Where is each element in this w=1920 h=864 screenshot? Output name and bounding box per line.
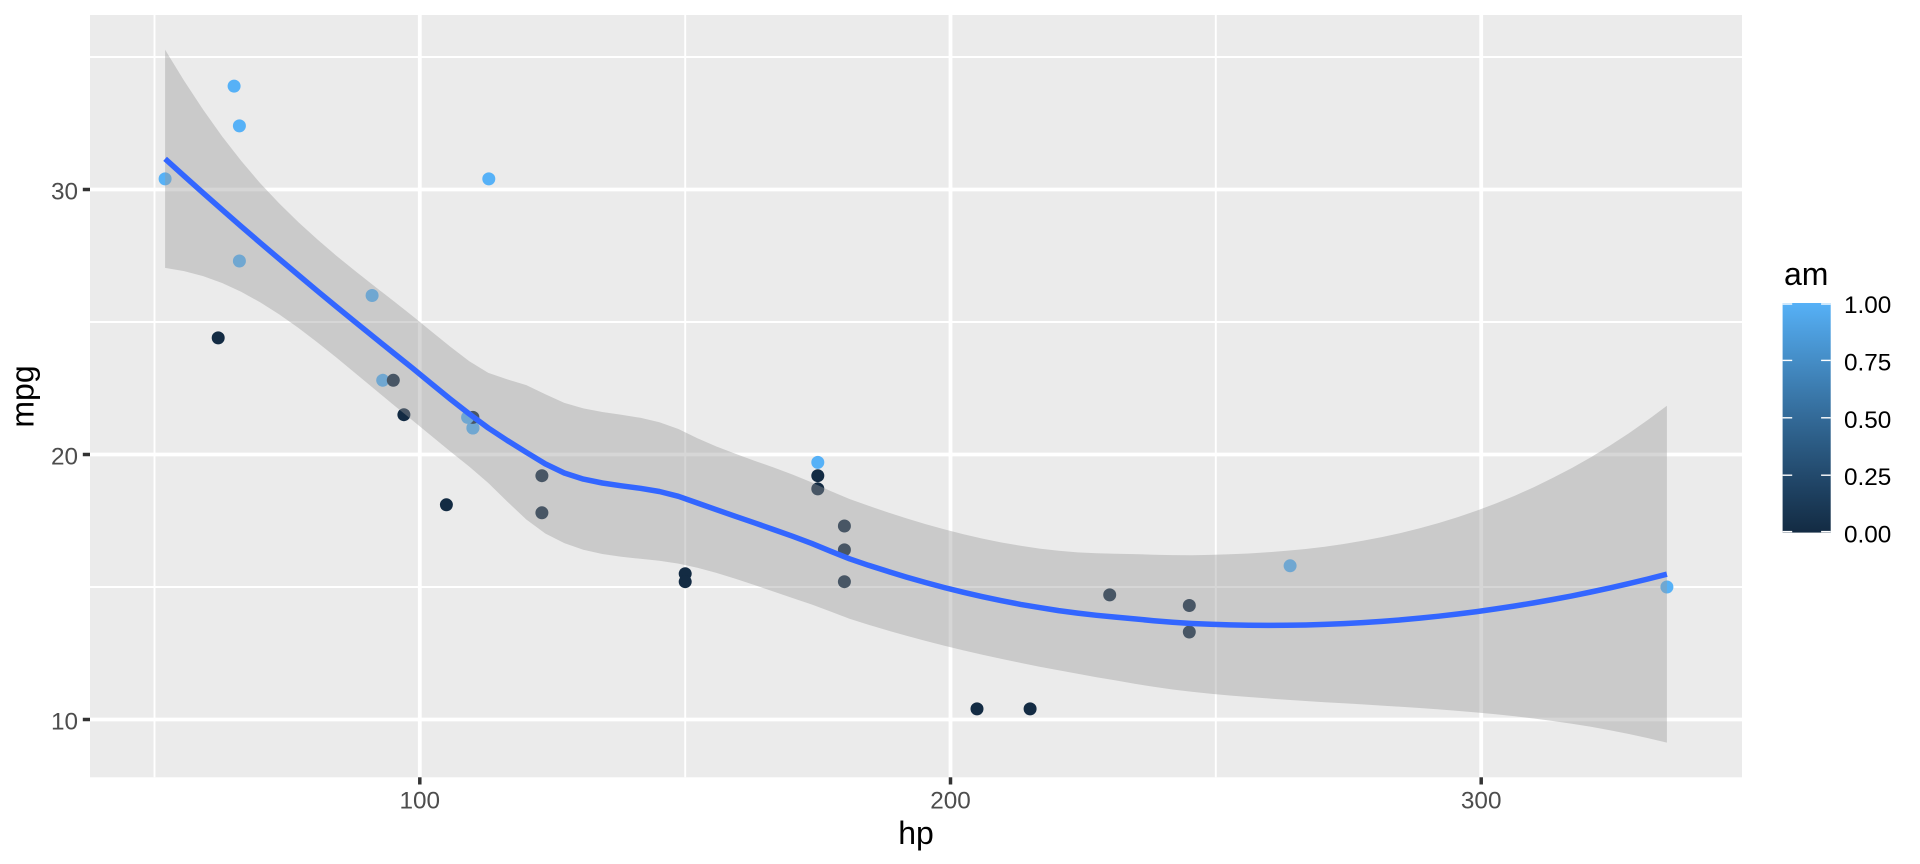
svg-text:30: 30 — [51, 179, 78, 206]
svg-text:200: 200 — [930, 788, 971, 815]
svg-text:mpg: mpg — [5, 365, 41, 427]
svg-text:0.00: 0.00 — [1844, 522, 1891, 549]
svg-text:20: 20 — [51, 444, 78, 471]
svg-text:hp: hp — [898, 815, 934, 851]
svg-text:0.50: 0.50 — [1844, 407, 1891, 434]
svg-text:0.75: 0.75 — [1844, 349, 1891, 376]
svg-text:0.25: 0.25 — [1844, 464, 1891, 491]
svg-text:1.00: 1.00 — [1844, 292, 1891, 319]
svg-text:10: 10 — [51, 709, 78, 736]
svg-text:100: 100 — [400, 788, 441, 815]
svg-text:300: 300 — [1461, 788, 1502, 815]
svg-text:am: am — [1784, 256, 1828, 292]
